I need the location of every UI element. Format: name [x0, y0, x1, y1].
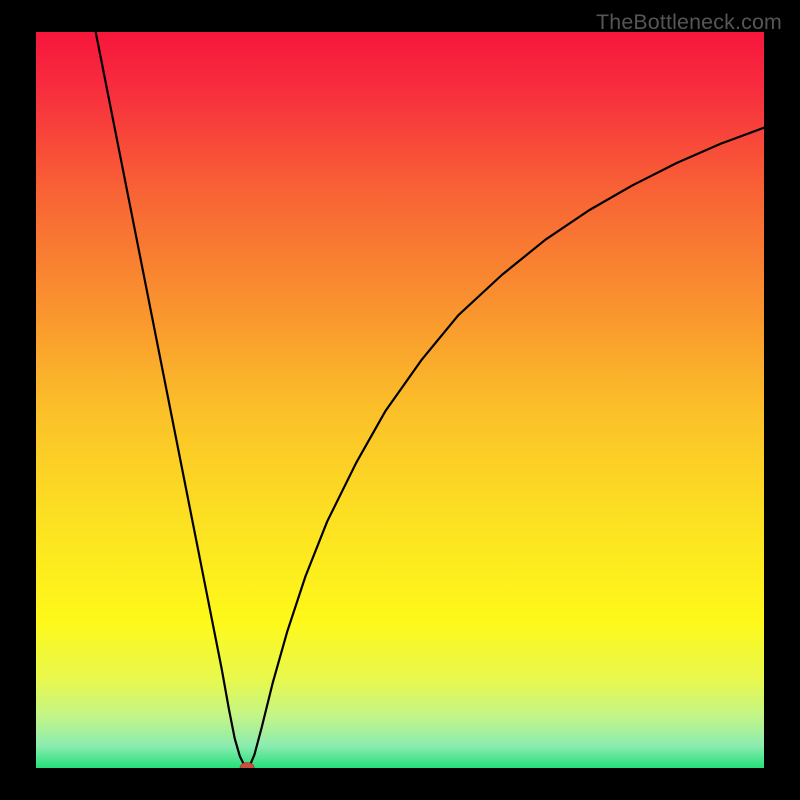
- watermark-text: TheBottleneck.com: [596, 10, 782, 35]
- chart-canvas: TheBottleneck.com: [0, 0, 800, 800]
- plot-area: [36, 32, 764, 768]
- chart-svg: [0, 0, 800, 800]
